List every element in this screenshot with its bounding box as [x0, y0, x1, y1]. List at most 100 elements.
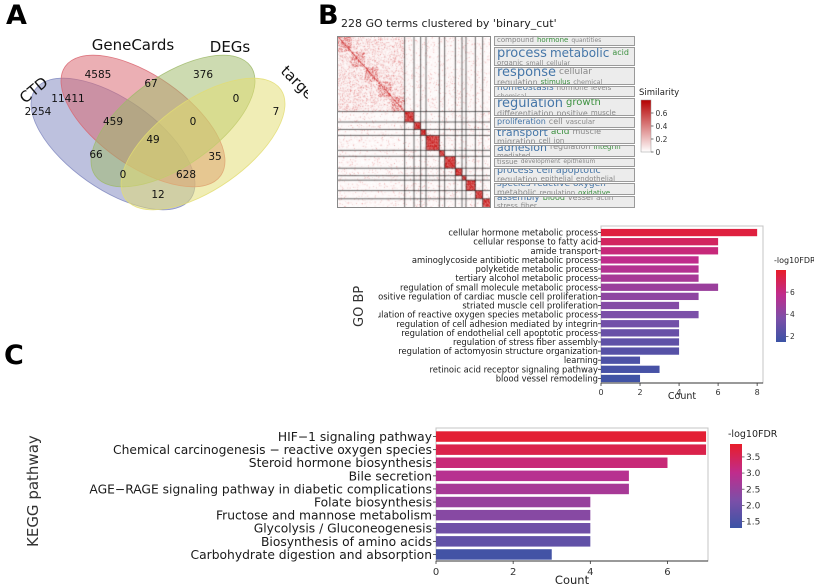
similarity-legend-tick: 0.2: [656, 135, 668, 144]
wordcloud-word: positive: [556, 108, 588, 117]
wordcloud-word: cell: [536, 167, 553, 177]
category-label: regulation of small molecule metabolic p…: [400, 282, 598, 292]
wordcloud-word: organic: [497, 58, 524, 67]
wordcloud-word: assembly: [497, 195, 540, 203]
venn-count-genecards_degs: 67: [144, 78, 157, 90]
wordcloud-word: mediated: [497, 151, 531, 157]
wordcloud-row-11: species reactive oxygen metabolic regulation…: [494, 182, 635, 195]
category-label: Carbohydrate digestion and absorption: [191, 548, 432, 562]
venn-count-ctd_degs: 66: [89, 149, 103, 161]
category-label: Chemical carcinogenesis − reactive oxyge…: [113, 443, 432, 457]
wordcloud-word: hormone: [556, 85, 588, 92]
legend-tick-label: 2.0: [746, 502, 761, 512]
wordcloud-word: regulation: [497, 174, 538, 182]
wordcloud-row-3: response cellular regulation stimulus chemic…: [494, 67, 635, 85]
category-label: regulation of cell adhesion mediated by …: [396, 319, 598, 329]
venn-count-degs_target: 0: [233, 93, 240, 105]
bar: [601, 292, 699, 301]
wordcloud-word: epithelial: [540, 175, 573, 182]
wordcloud-word: endothelial: [575, 175, 616, 182]
wordcloud-row-7: transport acid muscle migration cell ion: [494, 128, 635, 144]
x-tick-label: 6: [716, 388, 721, 397]
wordcloud-row-5: regulation growth differentiation positive m…: [494, 98, 635, 117]
wordcloud-word: vascular: [565, 117, 596, 126]
category-label: blood vessel remodeling: [496, 373, 598, 383]
bar: [601, 265, 699, 273]
wordcloud-word: blood: [542, 195, 565, 203]
similarity-legend-tick: 0.4: [656, 122, 668, 131]
gobp-bar-chart: cellular hormone metabolic processcellul…: [378, 225, 814, 402]
legend-tick-label: 4: [790, 310, 795, 319]
wordcloud-word: compound: [497, 36, 534, 45]
bar: [436, 536, 591, 547]
category-label: learning: [564, 355, 598, 365]
wordcloud-row-12: assembly blood vessel actin stress fiber: [494, 195, 635, 208]
wordcloud-row-9: tissue development epithelium: [494, 157, 635, 167]
category-label: retinoic acid receptor signaling pathway: [430, 364, 598, 374]
wordcloud-word: small: [526, 58, 544, 67]
category-label: cellular hormone metabolic process: [448, 228, 598, 238]
wordcloud-word: cell: [538, 137, 551, 144]
category-label: Fructose and mannose metabolism: [216, 509, 432, 523]
bar: [436, 549, 552, 560]
wordcloud-word: vessel: [567, 195, 594, 203]
bar: [601, 247, 719, 255]
venn-count-target: 7: [273, 106, 280, 118]
venn-count-genecards_target: 35: [208, 151, 221, 163]
bar: [601, 365, 660, 373]
x-tick-label: 4: [677, 388, 682, 397]
category-label: positive regulation of cardiac muscle ce…: [378, 291, 598, 301]
category-label: striated muscle cell proliferation: [462, 301, 598, 311]
wordcloud-word: quantities: [571, 36, 602, 44]
wordcloud-word: process: [497, 167, 534, 177]
wordcloud-word: metabolic: [497, 188, 537, 195]
legend-tick-label: 2.5: [746, 485, 760, 495]
wordcloud-row-8: adhesion regulation integrin mediated: [494, 144, 635, 157]
wordcloud-word: transport: [497, 128, 548, 139]
venn-count-genecards: 4585: [85, 69, 112, 81]
wordcloud-row-1: compound hormone quantities: [494, 36, 635, 46]
similarity-heatmap: [337, 36, 491, 208]
wordcloud-word: response: [497, 67, 557, 80]
similarity-legend-tick: 0: [656, 148, 661, 157]
wordcloud-word: cellular: [546, 58, 571, 67]
bar: [601, 356, 641, 364]
venn-count-degs: 376: [193, 69, 213, 81]
venn-count-ctd_genecards_degs: 459: [103, 116, 123, 128]
wordcloud-word: proliferation: [497, 117, 546, 127]
bar: [601, 256, 699, 264]
category-label: Bile secretion: [349, 469, 432, 483]
venn-count-all: 49: [146, 134, 159, 146]
bar: [436, 431, 707, 442]
wordcloud-word: tissue: [497, 157, 518, 166]
bar: [601, 283, 719, 291]
category-label: AGE−RAGE signaling pathway in diabetic c…: [89, 482, 432, 496]
wordcloud-word: chemical: [573, 78, 603, 85]
category-label: aminoglycoside antibiotic metabolic proc…: [412, 255, 598, 265]
category-label: cellular response to fatty acid: [473, 237, 598, 247]
category-label: Glycolysis / Gluconeogenesis: [254, 522, 432, 536]
category-label: regulation of stress fiber assembly: [453, 337, 598, 347]
legend-tick-label: 1.5: [746, 518, 760, 528]
go-term-wordcloud: compound hormone quantities process metaboli…: [494, 36, 635, 208]
similarity-legend-tick: 0.6: [656, 109, 668, 118]
category-label: Biosynthesis of amino acids: [261, 535, 432, 549]
x-tick-label: 0: [598, 388, 603, 397]
wordcloud-row-10: process cell apoptotic regulation epithelial…: [494, 167, 635, 182]
wordcloud-word: fiber: [520, 201, 537, 208]
heatmap-title: 228 GO terms clustered by 'binary_cut': [341, 17, 557, 30]
similarity-legend-title: Similarity: [639, 88, 679, 98]
wordcloud-word: migration: [497, 136, 536, 144]
x-axis-title: Count: [668, 391, 696, 402]
wordcloud-word: regulation: [497, 98, 564, 111]
wordcloud-word: integrin: [593, 144, 621, 151]
wordcloud-word: cell: [548, 117, 563, 127]
wordcloud-word: ion: [553, 137, 565, 144]
wordcloud-word: differentiation: [497, 108, 554, 117]
wordcloud-word: hormone: [537, 36, 569, 45]
wordcloud-word: species: [497, 182, 531, 190]
bar: [601, 320, 680, 328]
